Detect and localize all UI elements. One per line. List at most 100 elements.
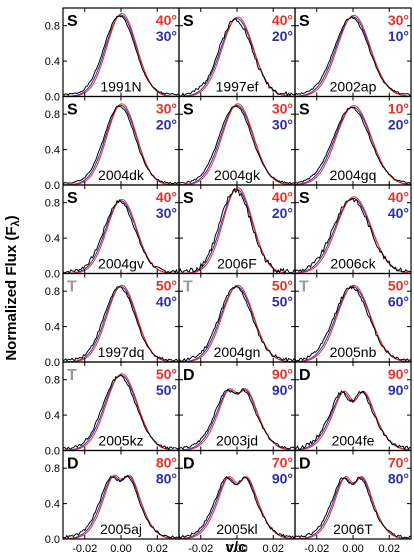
class-label: S xyxy=(67,13,78,30)
x-tick-label: 0.00 xyxy=(342,543,363,554)
panel-2004fe: D 90°90° 2004fe xyxy=(294,361,412,452)
angle-red: 50° xyxy=(156,366,177,382)
supernova-name: 2005aj xyxy=(100,521,142,537)
x-tick-label: 0.02 xyxy=(263,543,284,554)
angle-blue: 80° xyxy=(388,471,409,487)
observed-spectrum xyxy=(178,388,296,451)
angle-blue: 80° xyxy=(156,471,177,487)
supernova-name: 2006ck xyxy=(330,256,376,272)
angle-red: 40° xyxy=(388,189,409,205)
y-tick-label: 0.4 xyxy=(45,410,60,422)
y-tick-label: 0.0 xyxy=(45,446,60,458)
x-tick-label: -0.02 xyxy=(304,543,329,554)
supernova-name: 2006F xyxy=(217,256,257,272)
class-label: D xyxy=(299,367,311,384)
angle-red: 40° xyxy=(156,189,177,205)
supernova-name: 1991N xyxy=(100,79,141,95)
y-tick-label: 0.4 xyxy=(45,322,60,334)
observed-spectrum xyxy=(294,285,412,362)
angle-blue: 90° xyxy=(272,471,293,487)
angle-blue: 50° xyxy=(156,382,177,398)
angle-red: 80° xyxy=(156,455,177,471)
panel-2004gk: S 30°30° 2004gk xyxy=(178,95,296,186)
x-tick-label: 0.02 xyxy=(147,543,168,554)
observed-spectrum xyxy=(294,476,412,539)
x-tick-label: 0.00 xyxy=(226,543,247,554)
angle-blue: 20° xyxy=(272,205,293,221)
observed-spectrum xyxy=(178,18,296,97)
model-curve-red xyxy=(178,475,296,540)
supernova-name: 2002ap xyxy=(330,79,377,95)
class-label: S xyxy=(299,13,310,30)
observed-spectrum xyxy=(178,285,296,363)
class-label: T xyxy=(299,279,309,296)
supernova-name: 2004gk xyxy=(214,167,261,183)
model-curve-red xyxy=(63,103,180,186)
class-label: S xyxy=(299,190,310,207)
angle-red: 10° xyxy=(388,101,409,117)
angle-blue: 10° xyxy=(388,28,409,44)
model-curve-red xyxy=(63,12,180,97)
x-tick-label: 0.00 xyxy=(110,543,131,554)
class-label: D xyxy=(67,456,79,473)
angle-blue: 40° xyxy=(388,205,409,221)
panel-2002ap: S 30°10° 2002ap xyxy=(294,7,412,98)
panel-2004gn: T 50°50° 2004gn xyxy=(178,272,296,363)
model-curve-red xyxy=(294,14,412,97)
x-tick-label: -0.02 xyxy=(72,543,97,554)
observed-spectrum xyxy=(294,197,412,273)
angle-blue: 40° xyxy=(156,294,177,310)
y-tick-label: 0.4 xyxy=(45,233,60,245)
supernova-name: 2005kz xyxy=(98,433,143,449)
observed-spectrum xyxy=(62,105,180,185)
class-label: D xyxy=(183,456,195,473)
angle-red: 30° xyxy=(272,101,293,117)
panel-2005nb: T 50°60° 2005nb xyxy=(294,272,412,363)
supernova-name: 2004fe xyxy=(332,433,375,449)
angle-red: 50° xyxy=(388,278,409,294)
y-tick-label: 0.4 xyxy=(45,499,60,511)
angle-red: 40° xyxy=(272,189,293,205)
panel-2005aj: 0.0 0.4 0.8 -0.02 0.00 0.02 D 80°80° 2005aj xyxy=(45,449,180,554)
supernova-name: 1997ef xyxy=(216,79,259,95)
angle-red: 50° xyxy=(272,278,293,294)
supernova-name: 1997dq xyxy=(98,344,145,360)
y-tick-label: 0.0 xyxy=(45,269,60,281)
angle-blue: 30° xyxy=(156,28,177,44)
panel-2004dk: 0.0 0.4 0.8 S 30°20° 2004dk xyxy=(45,95,180,192)
observed-spectrum xyxy=(178,187,296,276)
angle-blue: 20° xyxy=(156,117,177,133)
model-curve-red xyxy=(295,105,412,186)
panel-2005kl: -0.02 0.00 0.02 D 70°90° 2005kl xyxy=(178,449,296,554)
angle-blue: 30° xyxy=(156,205,177,221)
y-tick-label: 0.4 xyxy=(45,56,60,68)
supernova-name: 2004dk xyxy=(98,167,145,183)
panel-2004gq: S 10°20° 2004gq xyxy=(294,95,412,186)
angle-red: 90° xyxy=(388,366,409,382)
panel-1991N: 0.0 0.4 0.8 S 40°30° 1991N xyxy=(45,7,180,104)
angle-red: 30° xyxy=(156,101,177,117)
y-tick-label: 0.8 xyxy=(45,286,60,298)
observed-spectrum xyxy=(178,475,296,539)
class-label: S xyxy=(183,190,194,207)
observed-spectrum xyxy=(62,286,180,362)
angle-red: 70° xyxy=(272,455,293,471)
supernova-name: 2005kl xyxy=(216,521,257,537)
panel-2006ck: S 40°40° 2006ck xyxy=(294,184,412,275)
y-tick-label: 0.0 xyxy=(45,92,60,104)
y-tick-label: 0.0 xyxy=(45,534,60,546)
panel-1997dq: 0.0 0.4 0.8 T 50°40° 1997dq xyxy=(45,272,180,369)
angle-red: 30° xyxy=(388,12,409,28)
angle-red: 90° xyxy=(272,366,293,382)
y-tick-label: 0.4 xyxy=(45,145,60,157)
angle-blue: 60° xyxy=(388,294,409,310)
supernova-name: 2005nb xyxy=(330,344,377,360)
x-axis-label: v/c xyxy=(226,539,247,554)
class-label: S xyxy=(183,13,194,30)
class-label: T xyxy=(67,279,77,296)
class-label: T xyxy=(183,279,193,296)
model-curve-red xyxy=(63,284,180,363)
angle-blue: 30° xyxy=(272,117,293,133)
